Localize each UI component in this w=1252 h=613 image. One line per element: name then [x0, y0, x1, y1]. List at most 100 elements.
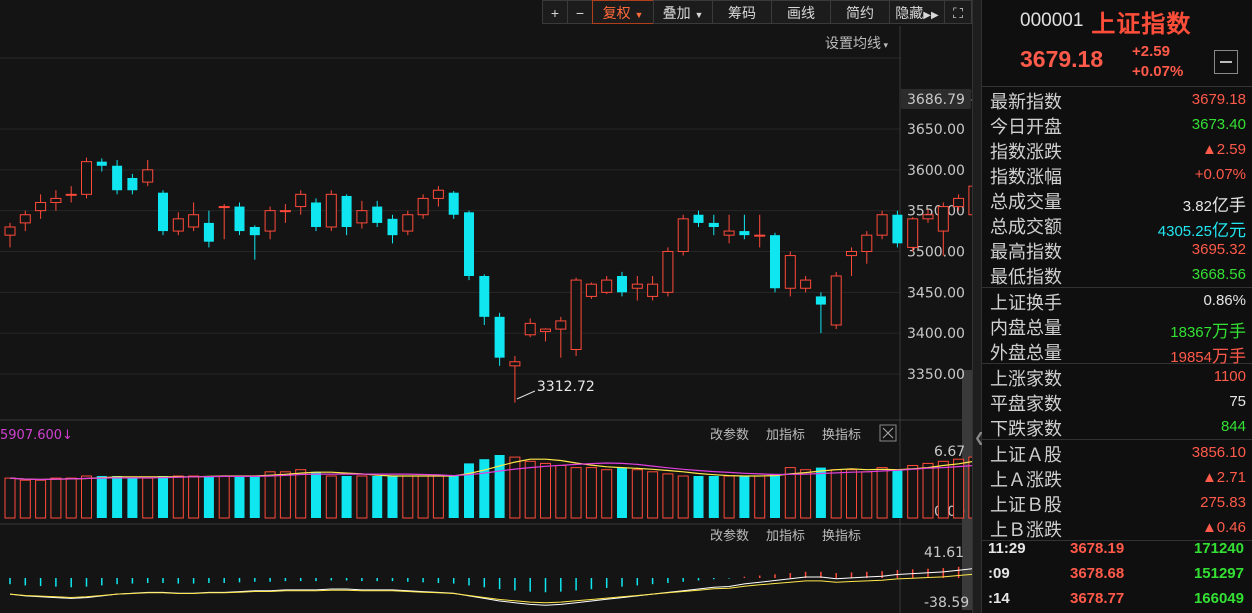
kline-chart-area: 3686.79 3650.00 3600.00 3550.00 3500.00 3450.…	[0, 0, 972, 613]
volume-bar-up	[861, 471, 873, 519]
volume-bar-up	[540, 462, 551, 519]
tick-volume: 166049	[1193, 590, 1244, 607]
candle-body-down	[341, 195, 352, 227]
candle-body-up	[953, 197, 965, 208]
volume-bar-down	[448, 476, 459, 518]
zoom-out-button[interactable]: −	[567, 0, 593, 24]
security-name: 上证指数	[1091, 10, 1192, 38]
quote-label: 上Ｂ涨跌	[990, 520, 1062, 540]
quote-number: 3668.56	[1191, 266, 1246, 283]
quote-number: 3695.32	[1191, 241, 1246, 258]
candle-body-down	[770, 235, 780, 289]
volume-bar-up	[922, 462, 934, 519]
quote-header: 000001 上证指数	[982, 0, 1252, 42]
volume-bar-up	[647, 471, 659, 519]
quote-label: 指数涨跌	[990, 142, 1062, 162]
volume-bar-up	[953, 458, 965, 519]
quote-label: 上证换手	[990, 293, 1062, 313]
jianyue-button[interactable]: 简约	[830, 0, 890, 24]
fullscreen-button[interactable]: ⛶	[944, 0, 972, 24]
quote-fields: 最新指数 3679.18 今日开盘 3673.40 指数涨跌 ▲2.59 指数涨幅 +0.07…	[982, 87, 1252, 541]
quote-value: ▲0.46	[1202, 519, 1246, 536]
quote-number: 3.82	[1182, 198, 1212, 215]
candle-body-down	[892, 214, 903, 244]
collapse-button[interactable]	[1214, 50, 1238, 74]
price-axis-label: 3686.79	[907, 92, 965, 108]
candle-body-up	[264, 210, 276, 232]
macd-jiazhibiao-link: 加指标	[766, 529, 805, 544]
diejia-dropdown[interactable]: 叠加 ▼	[653, 0, 713, 24]
last-price: 3679.18	[1020, 46, 1104, 72]
yincang-button[interactable]: 隐藏▶▶	[889, 0, 945, 24]
volume-huanzhibiao-link: 换指标	[822, 428, 861, 443]
diejia-label: 叠加	[662, 5, 691, 21]
candle-body-up	[432, 189, 444, 199]
candle-body-up	[846, 250, 857, 257]
candle-body-up	[784, 255, 796, 289]
panel-splitter[interactable]: ❮	[972, 0, 985, 613]
volume-bar-down	[112, 476, 123, 518]
change-block: +2.59 +0.07%	[1132, 42, 1183, 82]
drag-handle-icon: ❮	[974, 430, 985, 445]
yincang-label: 隐藏	[895, 5, 924, 21]
quote-number: 3679.18	[1191, 91, 1246, 108]
quote-value: 3.82亿手	[1183, 191, 1246, 216]
quote-row: 指数涨跌 ▲2.59	[982, 137, 1252, 162]
candle-body-up	[4, 226, 16, 236]
quote-number: 844	[1220, 418, 1246, 435]
volume-bar-up	[677, 475, 689, 519]
tick-time: :14	[988, 590, 1010, 607]
volume-bar-down	[158, 476, 168, 518]
candle-body-down	[739, 231, 750, 236]
volume-bar-down	[708, 476, 719, 518]
chart-svg[interactable]: 3686.79 3650.00 3600.00 3550.00 3500.00 3450.…	[0, 0, 972, 613]
quote-value: ▲2.71	[1202, 469, 1246, 486]
quote-label: 总成交量	[990, 192, 1062, 212]
caret-down-icon: ▾	[880, 40, 888, 50]
candle-body-down	[127, 177, 138, 191]
volume-bar-up	[585, 467, 597, 519]
volume-bar-up	[968, 456, 972, 519]
fuquan-dropdown[interactable]: 复权 ▼	[592, 0, 654, 24]
price-axis-label: 3500.00	[907, 244, 965, 260]
volume-jiazhibiao-link: 加指标	[766, 428, 805, 443]
volume-bar-down	[311, 471, 321, 518]
volume-bar-down	[372, 476, 383, 518]
price-axis-label: 3450.00	[907, 285, 965, 301]
chouma-button[interactable]: 筹码	[712, 0, 772, 24]
candle-body-up	[19, 214, 31, 224]
quote-number: +0.07%	[1194, 166, 1246, 183]
price-axis-label: 3350.00	[907, 367, 965, 383]
quote-value: 3668.56	[1192, 266, 1246, 283]
volume-bar-up	[264, 471, 276, 519]
quote-label: 上Ａ涨跌	[990, 470, 1062, 490]
quote-value: +0.07%	[1195, 166, 1246, 183]
ma-setting-dropdown[interactable]: 设置均线 ▾	[825, 33, 888, 53]
quote-value: ▲2.59	[1202, 141, 1246, 158]
candle-body-up	[142, 169, 154, 183]
volume-bar-up	[754, 475, 766, 519]
candle-body-up	[800, 279, 812, 289]
volume-label: 5907.600↓	[0, 428, 73, 443]
volume-bar-down	[892, 469, 903, 518]
scrollbar-thumb[interactable]	[962, 370, 972, 610]
quote-row: 指数涨幅 +0.07%	[982, 162, 1252, 187]
quote-group: 上证Ａ股 3856.10 上Ａ涨跌 ▲2.71 上证Ｂ股 275.83 上Ｂ涨跌 ▲0.46	[982, 440, 1252, 541]
quote-unit: 万手	[1212, 347, 1246, 366]
huaxian-button[interactable]: 画线	[771, 0, 831, 24]
zoom-in-button[interactable]: +	[542, 0, 568, 24]
quote-row: 上证Ｂ股 275.83	[982, 490, 1252, 515]
candle-body-down	[96, 161, 107, 166]
quote-number: 0.86%	[1203, 292, 1246, 309]
volume-bar-up	[356, 475, 368, 519]
price-axis-current-box	[901, 88, 971, 109]
volume-bar-down	[96, 476, 107, 518]
candle-body-down	[249, 226, 260, 236]
caret-down-icon: ▼	[634, 10, 644, 20]
ma-setting-label: 设置均线	[824, 35, 881, 51]
volume-bar-up	[876, 467, 888, 519]
tick-row: 11:29 3678.19 171240	[982, 537, 1252, 562]
candle-body-down	[708, 222, 719, 227]
volume-bar-up	[218, 475, 230, 519]
candle-body-up	[830, 275, 842, 326]
